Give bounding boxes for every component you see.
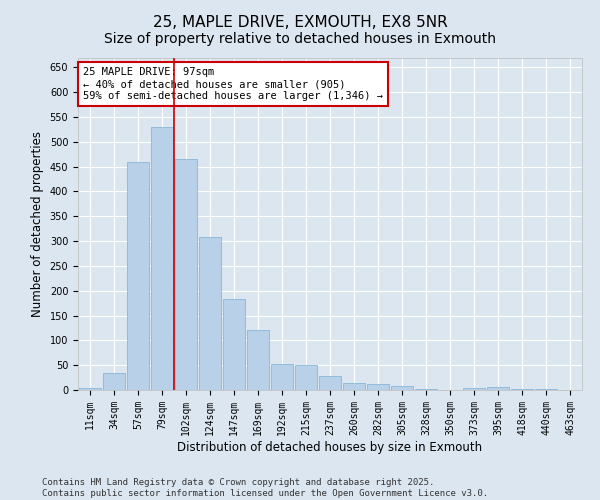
Text: Size of property relative to detached houses in Exmouth: Size of property relative to detached ho… xyxy=(104,32,496,46)
Bar xyxy=(151,127,173,390)
Bar xyxy=(79,388,101,390)
X-axis label: Distribution of detached houses by size in Exmouth: Distribution of detached houses by size … xyxy=(178,440,482,454)
Bar xyxy=(391,386,413,390)
Bar xyxy=(223,299,245,390)
Y-axis label: Number of detached properties: Number of detached properties xyxy=(31,130,44,317)
Text: Contains HM Land Registry data © Crown copyright and database right 2025.
Contai: Contains HM Land Registry data © Crown c… xyxy=(42,478,488,498)
Bar xyxy=(127,162,149,390)
Bar xyxy=(343,382,365,390)
Bar xyxy=(487,387,509,390)
Bar xyxy=(319,376,341,390)
Bar xyxy=(367,384,389,390)
Bar xyxy=(415,388,437,390)
Text: 25, MAPLE DRIVE, EXMOUTH, EX8 5NR: 25, MAPLE DRIVE, EXMOUTH, EX8 5NR xyxy=(152,15,448,30)
Bar xyxy=(175,159,197,390)
Bar xyxy=(247,330,269,390)
Bar xyxy=(463,388,485,390)
Bar xyxy=(535,389,557,390)
Bar xyxy=(199,237,221,390)
Bar xyxy=(295,365,317,390)
Bar xyxy=(103,372,125,390)
Text: 25 MAPLE DRIVE: 97sqm
← 40% of detached houses are smaller (905)
59% of semi-det: 25 MAPLE DRIVE: 97sqm ← 40% of detached … xyxy=(83,68,383,100)
Bar xyxy=(511,389,533,390)
Bar xyxy=(271,364,293,390)
